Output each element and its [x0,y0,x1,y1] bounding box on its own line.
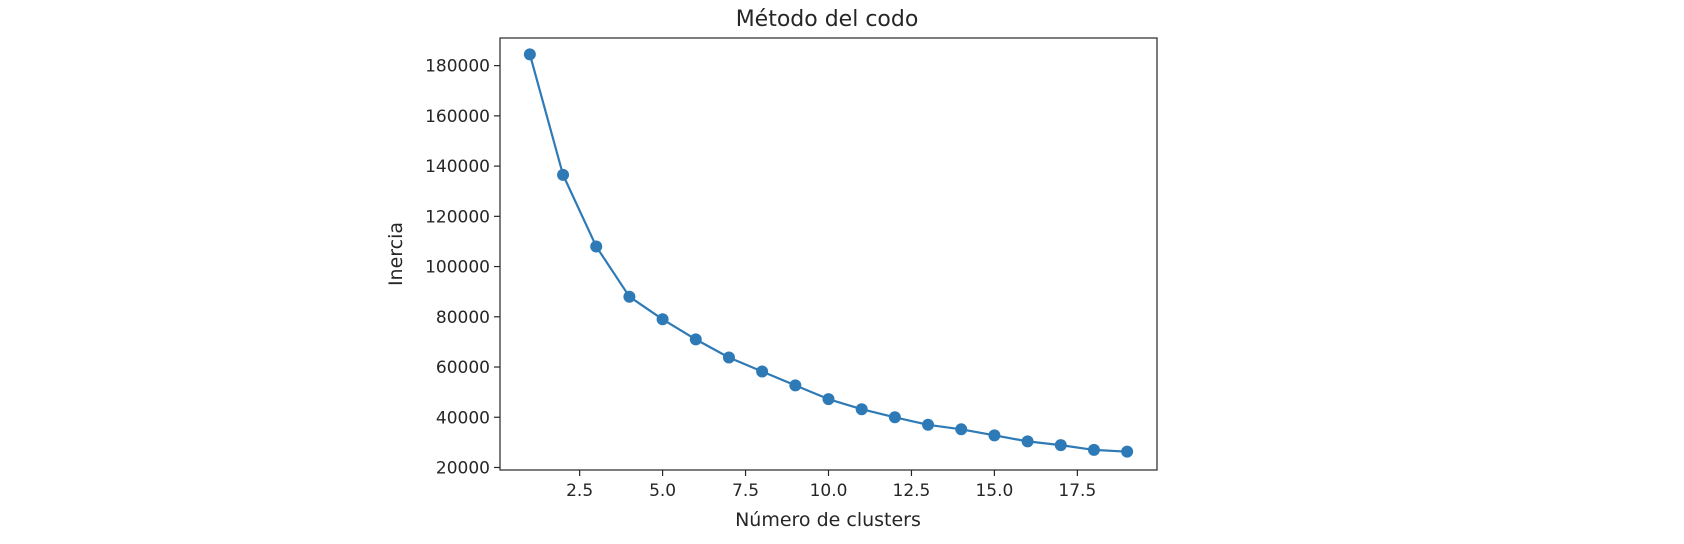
x-tick-label: 7.5 [732,481,759,501]
y-tick-label: 80000 [436,308,490,328]
x-tick-label: 2.5 [566,481,593,501]
x-tick-label: 17.5 [1058,481,1096,501]
data-point [922,418,935,431]
data-point [557,168,570,181]
y-tick-label: 140000 [425,157,490,177]
data-point [955,423,968,436]
data-point [590,240,603,253]
plot-frame [499,37,1158,471]
data-point [1021,435,1034,448]
y-tick-label: 120000 [425,207,490,227]
data-point [523,48,536,61]
y-tick-label: 180000 [425,57,490,77]
data-point [789,379,802,392]
data-point [1087,443,1100,456]
y-axis-title: Inercia [385,222,407,286]
y-tick-label: 20000 [436,458,490,478]
x-tick-label: 5.0 [649,481,676,501]
y-tick-label: 100000 [425,258,490,278]
data-point [656,313,669,326]
data-point [888,411,901,424]
chart-title: Método del codo [736,7,919,32]
data-point [988,429,1001,442]
data-point [756,365,769,378]
plot-area: 2.5 5.0 7.5 10.0 12.5 15.0 17.5 20000 40000 60000… [425,48,1134,501]
data-point [623,290,636,303]
data-point [1121,445,1134,458]
x-tick-label: 12.5 [893,481,931,501]
x-tick-label: 15.0 [975,481,1013,501]
data-point [1054,439,1067,452]
y-tick-label: 40000 [436,408,490,428]
x-tick-label: 10.0 [810,481,848,501]
x-axis-title: Número de clusters [735,509,921,531]
data-point [689,333,702,346]
y-tick-label: 160000 [425,107,490,127]
data-point [722,351,735,364]
data-point [855,403,868,416]
series-line [528,54,1128,453]
y-tick-label: 60000 [436,358,490,378]
data-point [822,393,835,406]
